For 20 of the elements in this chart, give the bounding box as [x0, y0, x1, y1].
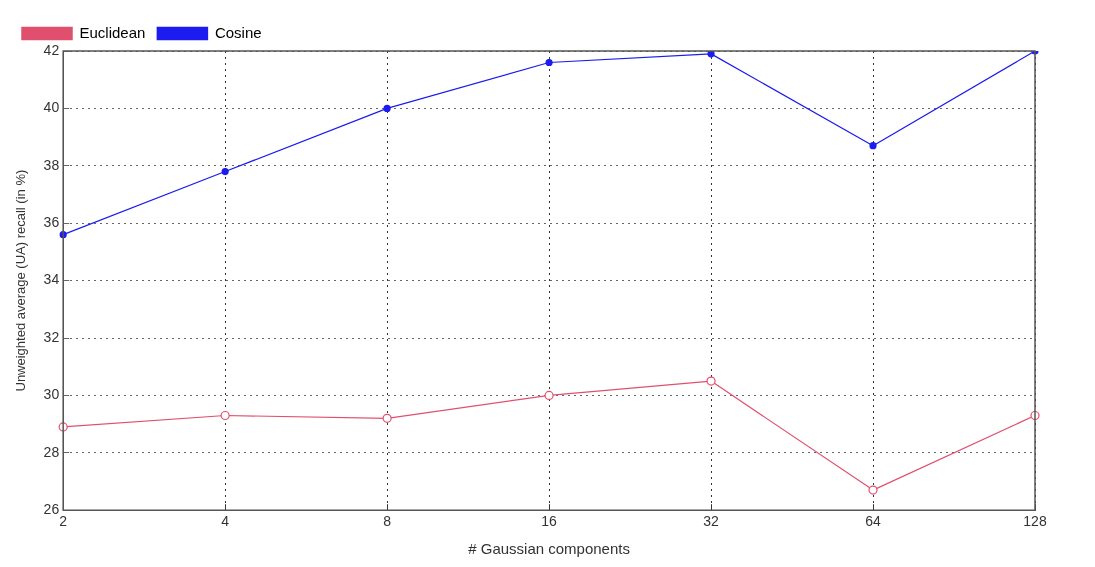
y-axis-title: Unweighted average (UA) recall (in %)	[13, 169, 29, 392]
x-axis-title: # Gaussian components	[468, 540, 630, 558]
x-tick-label: 8	[383, 513, 392, 530]
y-tick-label: 26	[43, 501, 60, 518]
y-tick-label: 38	[43, 156, 60, 173]
x-tick-label: 4	[221, 513, 230, 530]
x-tick-label: 128	[1023, 513, 1047, 530]
y-tick-label: 40	[43, 99, 60, 116]
y-tick-label: 36	[43, 214, 60, 231]
legend-label: Euclidean	[79, 23, 146, 41]
y-tick-label: 34	[43, 271, 60, 288]
y-tick-label: 30	[43, 386, 60, 403]
x-tick-label: 16	[541, 513, 558, 530]
x-tick-label: 64	[865, 513, 882, 530]
y-tick-label: 42	[43, 41, 60, 58]
legend-label: Cosine	[214, 23, 262, 41]
y-tick-label: 32	[43, 328, 60, 345]
x-tick-label: 2	[59, 513, 68, 530]
y-tick-label: 28	[43, 443, 60, 460]
x-tick-label: 32	[703, 513, 720, 530]
